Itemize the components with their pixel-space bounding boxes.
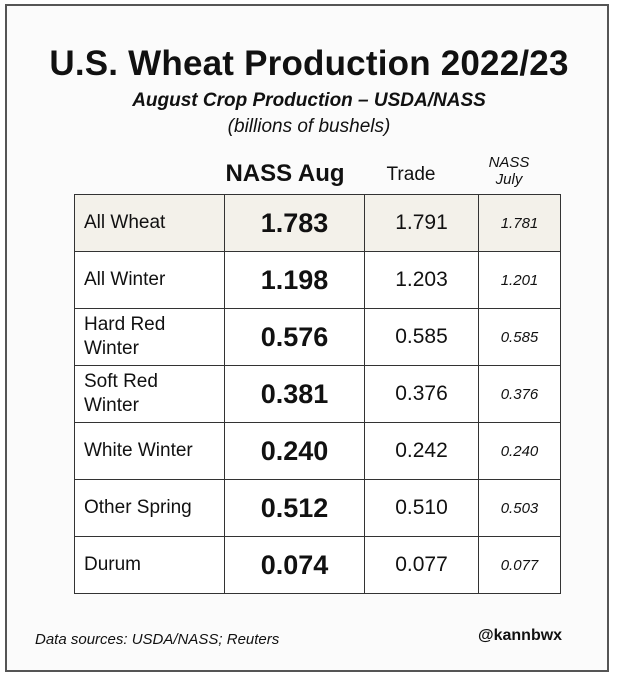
table-row: Other Spring 0.512 0.510 0.503 [74, 479, 561, 537]
nass-aug-value: 1.783 [260, 207, 329, 238]
table-row: All Winter 1.198 1.203 1.201 [74, 251, 561, 309]
row-label: All Wheat [84, 212, 166, 233]
nass-july-value: 0.240 [500, 442, 539, 460]
row-label: Other Spring [84, 497, 192, 518]
nass-aug-value-cell: 0.074 [224, 536, 365, 594]
table-body: All Wheat 1.783 1.791 1.781 All Winter 1.198 1… [74, 194, 561, 594]
nass-july-value-cell: 0.077 [478, 536, 561, 594]
nass-aug-value: 0.381 [260, 378, 329, 409]
trade-value: 0.242 [395, 439, 448, 462]
nass-july-value: 1.781 [500, 214, 539, 232]
nass-aug-value: 1.198 [260, 264, 329, 295]
chart-subtitle: August Crop Production – USDA/NASS [132, 90, 486, 111]
nass-july-value-cell: 1.781 [478, 194, 561, 252]
nass-aug-value: 0.576 [260, 321, 329, 352]
units-label: (billions of bushels) [227, 116, 391, 137]
row-label-cell: Other Spring [74, 479, 225, 537]
nass-aug-value-cell: 0.576 [224, 308, 365, 366]
table-row: White Winter 0.240 0.242 0.240 [74, 422, 561, 480]
row-label: Durum [84, 554, 142, 575]
table-row: Hard Red Winter 0.576 0.585 0.585 [74, 308, 561, 366]
trade-value: 1.791 [395, 211, 448, 234]
trade-value-cell: 1.203 [364, 251, 479, 309]
trade-value-cell: 0.077 [364, 536, 479, 594]
trade-value-cell: 0.510 [364, 479, 479, 537]
row-label-cell: All Winter [74, 251, 225, 309]
nass-aug-value: 0.074 [260, 549, 329, 580]
table-row: All Wheat 1.783 1.791 1.781 [74, 194, 561, 252]
row-label-cell: Soft Red Winter [74, 365, 225, 423]
trade-value: 0.077 [395, 553, 448, 576]
nass-july-value: 0.585 [500, 328, 539, 346]
row-label-cell: Durum [74, 536, 225, 594]
nass-aug-value-cell: 1.783 [224, 194, 365, 252]
trade-value-cell: 0.242 [364, 422, 479, 480]
nass-aug-value-cell: 1.198 [224, 251, 365, 309]
trade-value: 0.585 [395, 325, 448, 348]
row-label: Hard Red Winter [84, 314, 166, 359]
nass-aug-value-cell: 0.512 [224, 479, 365, 537]
row-label: White Winter [84, 440, 193, 461]
row-label-cell: Hard Red Winter [74, 308, 225, 366]
trade-value-cell: 1.791 [364, 194, 479, 252]
trade-value: 0.510 [395, 496, 448, 519]
nass-aug-value-cell: 0.381 [224, 365, 365, 423]
row-label-cell: White Winter [74, 422, 225, 480]
author-handle: @kannbwx [478, 627, 563, 644]
trade-value-cell: 0.585 [364, 308, 479, 366]
nass-july-value: 0.376 [500, 385, 539, 403]
nass-aug-value: 0.512 [260, 492, 329, 523]
nass-july-value-cell: 0.503 [478, 479, 561, 537]
nass-aug-value-cell: 0.240 [224, 422, 365, 480]
nass-july-value: 0.503 [500, 499, 539, 517]
table-row: Durum 0.074 0.077 0.077 [74, 536, 561, 594]
nass-july-value-cell: 0.240 [478, 422, 561, 480]
nass-july-value: 1.201 [500, 271, 539, 289]
nass-july-value: 0.077 [500, 556, 539, 574]
trade-value-cell: 0.376 [364, 365, 479, 423]
trade-value: 1.203 [395, 268, 448, 291]
table-row: Soft Red Winter 0.381 0.376 0.376 [74, 365, 561, 423]
nass-aug-value: 0.240 [260, 435, 329, 466]
column-header-trade: Trade [386, 164, 436, 185]
column-header-nass-aug: NASS Aug [225, 160, 345, 187]
production-table: All Wheat 1.783 1.791 1.781 All Winter 1.198 1… [74, 194, 561, 594]
nass-july-value-cell: 0.585 [478, 308, 561, 366]
data-source-note: Data sources: USDA/NASS; Reuters [35, 631, 280, 648]
chart-title: U.S. Wheat Production 2022/23 [49, 44, 569, 83]
column-header-nass-july: NASS July [488, 154, 530, 188]
nass-july-value-cell: 0.376 [478, 365, 561, 423]
trade-value: 0.376 [395, 382, 448, 405]
row-label-cell: All Wheat [74, 194, 225, 252]
row-label: All Winter [84, 269, 166, 290]
row-label: Soft Red Winter [84, 371, 158, 416]
nass-july-value-cell: 1.201 [478, 251, 561, 309]
